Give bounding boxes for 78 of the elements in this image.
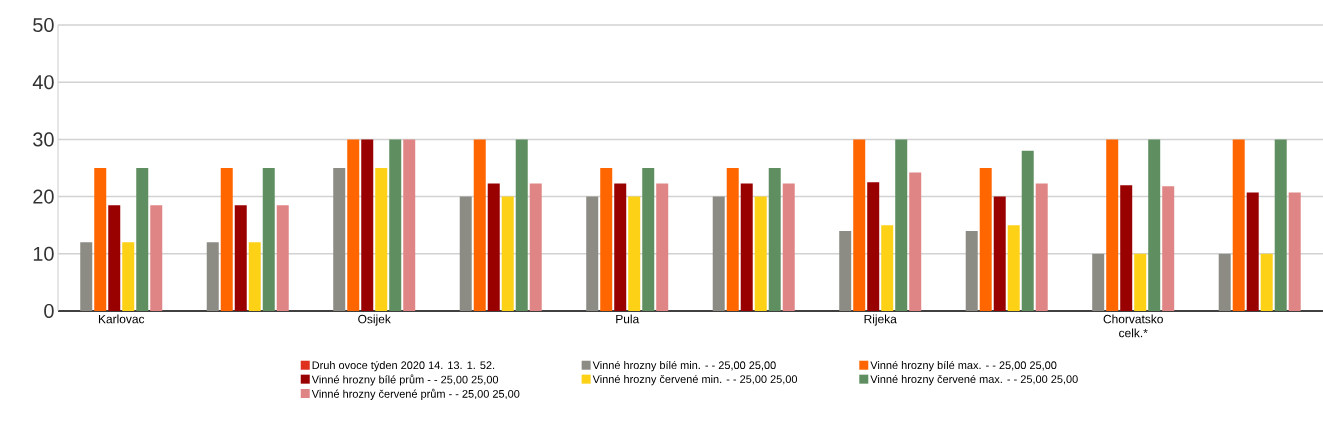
bar — [600, 168, 613, 311]
bar — [642, 168, 655, 311]
bar — [867, 182, 880, 311]
bar — [375, 168, 388, 311]
bar — [881, 225, 894, 311]
bar — [586, 196, 599, 311]
bar — [782, 183, 795, 311]
x-tick-label: Rijeka — [864, 314, 897, 326]
bar — [361, 139, 374, 311]
bar — [740, 183, 753, 311]
bar — [1021, 150, 1034, 311]
bar — [1288, 192, 1301, 311]
bar — [80, 242, 93, 311]
legend-label: Vinné hrozny červené prům - - 25,00 25,00 — [311, 388, 520, 400]
bar — [333, 168, 346, 311]
y-tick-label: 10 — [33, 246, 54, 261]
legend-label: Vinné hrozny červené min. - - 25,00 25,00 — [592, 374, 798, 386]
bar — [1218, 253, 1231, 311]
legend-label: Vinné hrozny bílé max. - - 25,00 25,00 — [870, 360, 1057, 372]
bar — [150, 205, 163, 311]
bar — [529, 183, 542, 311]
bar — [895, 139, 908, 311]
legend-label: Druh ovoce týden 2020 14. 13. 1. 52. — [312, 360, 495, 372]
x-tick-label: Chorvatsko celk.* — [1103, 314, 1163, 338]
y-tick-label: 20 — [33, 189, 54, 204]
bar — [614, 183, 627, 311]
bar — [1274, 139, 1287, 311]
bar — [1007, 225, 1020, 311]
y-tick-label: 0 — [44, 303, 54, 319]
bar — [1120, 185, 1133, 311]
legend-label: Vinné hrozny bílé prům - - 25,00 25,00 — [311, 374, 499, 386]
bar — [234, 205, 247, 311]
x-tick-label: Pula — [616, 314, 640, 324]
x-tick-label: Osijek — [358, 314, 391, 326]
bar — [712, 196, 725, 311]
bar — [206, 242, 219, 311]
legend-label: Vinné hrozny červené max. - - 25,00 25,00 — [870, 374, 1078, 386]
bar — [122, 242, 135, 311]
bar — [1134, 253, 1147, 311]
bar — [403, 139, 416, 311]
bar — [656, 183, 669, 311]
bar — [389, 139, 402, 311]
bar — [628, 196, 641, 311]
bar — [1035, 183, 1048, 311]
bar — [726, 168, 739, 311]
bar — [768, 168, 781, 311]
y-tick-label: 40 — [32, 75, 54, 90]
bar — [1246, 192, 1259, 311]
bar — [1148, 139, 1161, 311]
bar — [909, 172, 922, 311]
bar — [1106, 139, 1119, 311]
bar — [853, 139, 866, 311]
bar — [993, 196, 1006, 311]
bar — [347, 139, 360, 311]
bar — [487, 183, 500, 311]
bar — [839, 230, 852, 311]
bar — [473, 139, 486, 311]
bar — [754, 196, 767, 311]
bar — [1232, 139, 1245, 311]
y-tick-label: 30 — [33, 132, 54, 147]
bar — [501, 196, 514, 311]
bar — [276, 205, 289, 311]
legend-label: Vinné hrozny bílé min. - - 25,00 25,00 — [592, 360, 776, 372]
bar — [965, 230, 978, 311]
bar — [1092, 253, 1105, 311]
bar — [515, 139, 528, 311]
bar — [262, 168, 275, 311]
bar — [1260, 253, 1273, 311]
bar — [136, 168, 149, 311]
x-tick-label: Karlovac — [98, 314, 145, 324]
bar — [459, 196, 472, 311]
bar — [220, 168, 233, 311]
bar — [248, 242, 261, 311]
bar — [979, 168, 992, 311]
bar — [108, 205, 121, 311]
y-tick-label: 50 — [33, 17, 54, 33]
bar — [94, 168, 107, 311]
bar — [1162, 186, 1175, 311]
